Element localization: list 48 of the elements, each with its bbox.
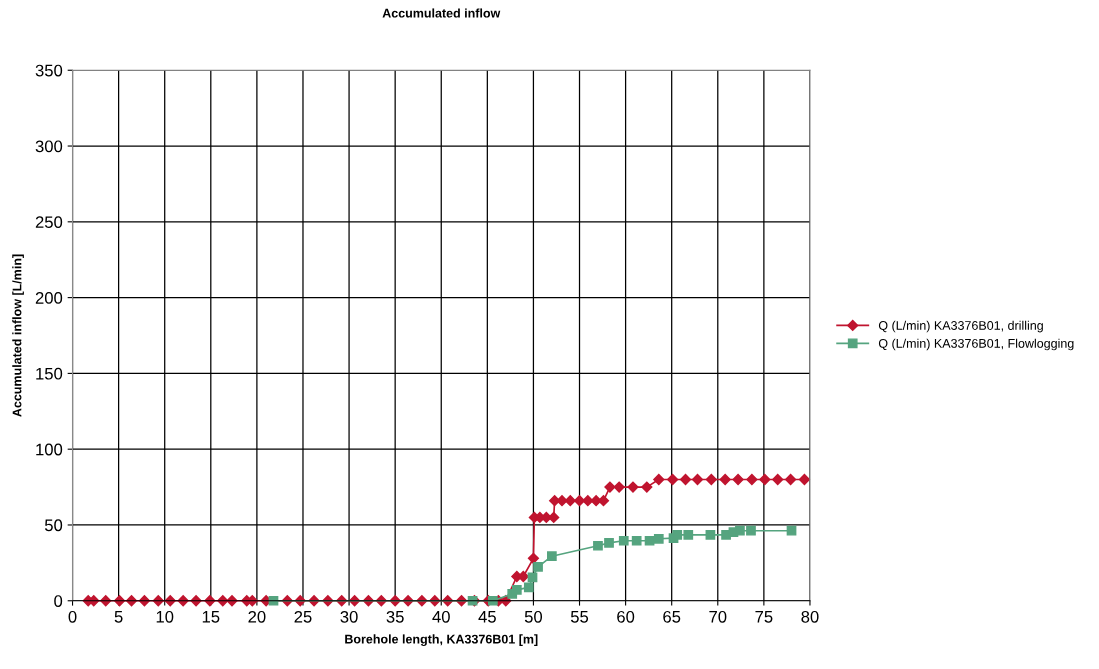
- y-tick-label: 300: [35, 140, 63, 153]
- x-tick-label: 35: [386, 610, 404, 623]
- legend-label: Q (L/min) KA3376B01, drilling: [878, 320, 1043, 333]
- point: [644, 535, 655, 546]
- x-tick-label: 60: [617, 610, 635, 623]
- y-tick-label: 350: [35, 64, 63, 77]
- x-tick-label: 5: [114, 611, 123, 623]
- point: [488, 595, 498, 606]
- y-tick-label: 250: [35, 216, 63, 229]
- point: [511, 584, 522, 595]
- point: [631, 535, 642, 546]
- y-tick-label: 100: [36, 443, 63, 456]
- chart-title: Accumulated inflow: [382, 8, 501, 18]
- point: [721, 529, 731, 540]
- x-tick-label: 15: [202, 611, 220, 623]
- x-tick-label: 70: [709, 610, 727, 623]
- point: [604, 537, 614, 548]
- x-tick-label: 80: [801, 610, 819, 623]
- x-tick-label: 50: [524, 610, 543, 623]
- point: [735, 525, 745, 536]
- x-tick-label: 25: [294, 610, 312, 623]
- point: [533, 561, 543, 572]
- x-tick-label: 45: [478, 611, 496, 623]
- x-tick-label: 10: [156, 610, 174, 623]
- x-tick-label: 20: [248, 610, 266, 623]
- point: [672, 529, 683, 540]
- x-tick-label: 0: [68, 610, 77, 623]
- point: [547, 551, 557, 562]
- y-tick-label: 200: [35, 292, 63, 304]
- y-tick-label: 50: [44, 519, 63, 532]
- point: [786, 525, 797, 536]
- x-tick-label: 30: [340, 610, 358, 623]
- point: [653, 533, 664, 544]
- legend-label: Q (L/min) KA3376B01, Flowlogging: [878, 338, 1074, 351]
- point: [705, 529, 716, 540]
- x-tick-label: 40: [432, 610, 450, 623]
- x-tick-label: 55: [570, 611, 589, 623]
- point: [618, 535, 629, 546]
- x-tick-label: 65: [663, 610, 681, 623]
- y-tick-label: 150: [36, 367, 63, 380]
- point: [593, 540, 603, 551]
- y-axis-title: Accumulated inflow [L/min]: [12, 254, 24, 417]
- point: [683, 529, 694, 540]
- x-tick-label: 75: [755, 611, 773, 623]
- point: [746, 525, 756, 536]
- point: [523, 582, 534, 593]
- y-tick-label: 0: [54, 595, 63, 607]
- x-axis-title: Borehole length, KA3376B01 [m]: [345, 634, 538, 647]
